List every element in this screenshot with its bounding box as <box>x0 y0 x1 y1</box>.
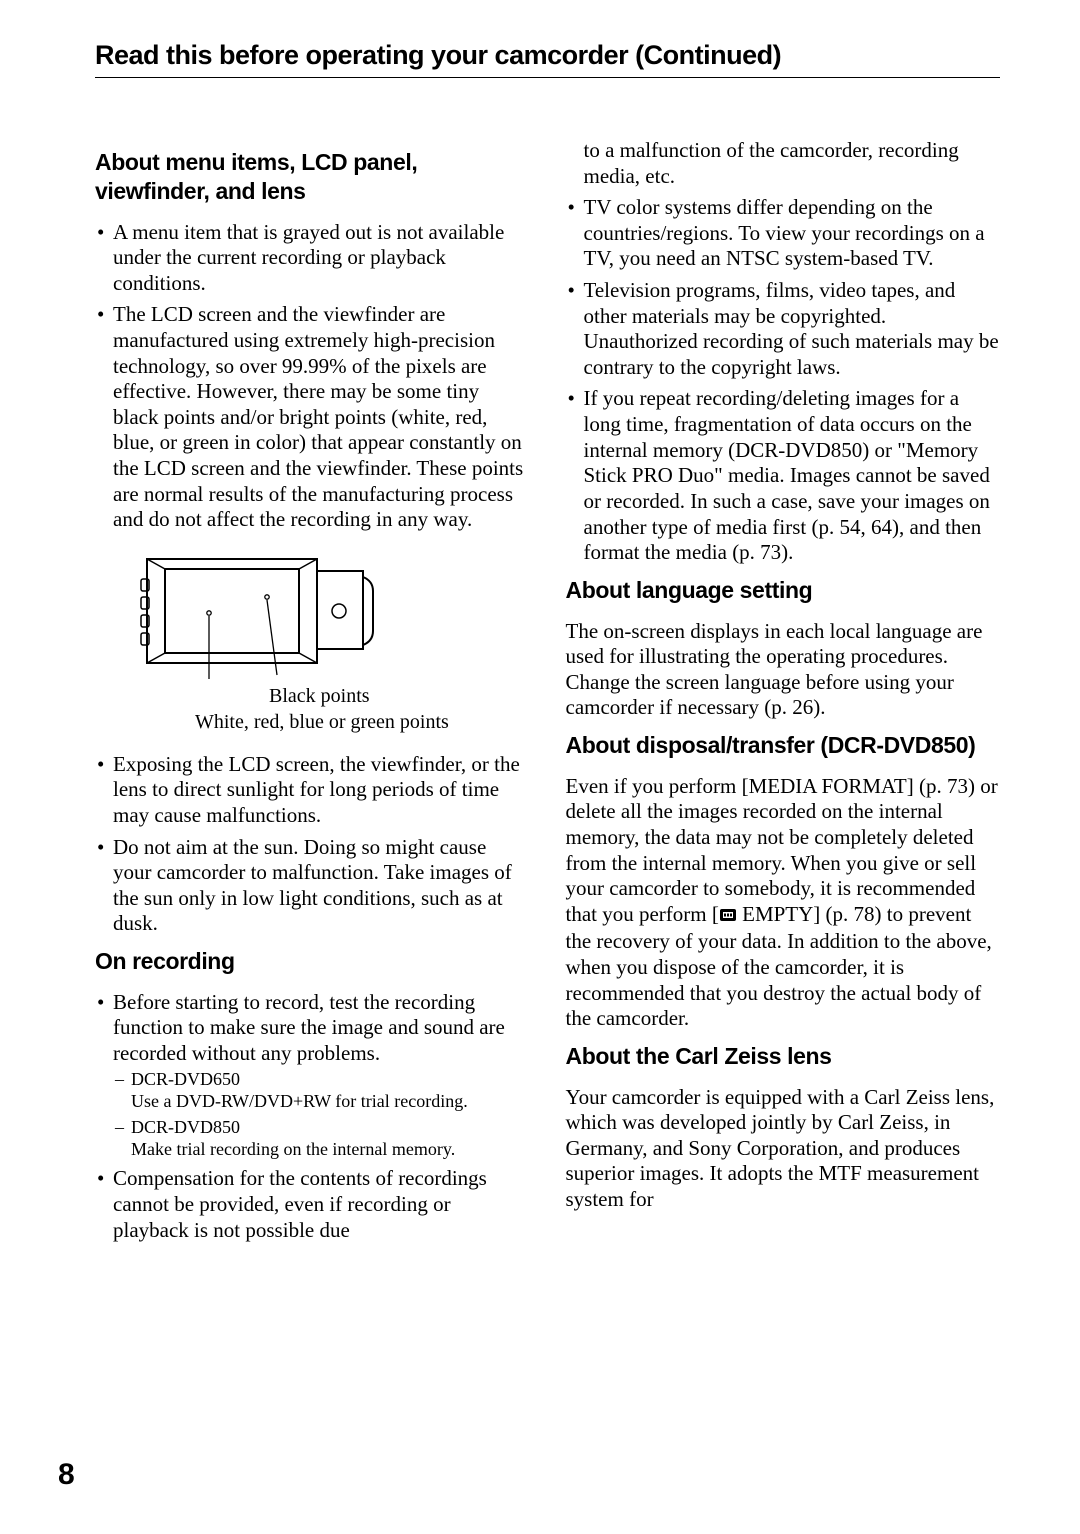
figure-label-color-points: White, red, blue or green points <box>195 710 530 734</box>
list-item: If you repeat recording/deleting images … <box>566 386 1001 565</box>
list-item: A menu item that is grayed out is not av… <box>95 220 530 297</box>
title-rule <box>95 77 1000 78</box>
sub-body: Make trial recording on the internal mem… <box>131 1139 455 1159</box>
sub-list-item: DCR-DVD650 Use a DVD-RW/DVD+RW for trial… <box>115 1069 530 1113</box>
heading-carl-zeiss: About the Carl Zeiss lens <box>566 1042 1001 1071</box>
sub-head: DCR-DVD650 <box>131 1069 240 1089</box>
recording-bullet-list: Before starting to record, test the reco… <box>95 990 530 1243</box>
sub-list-item: DCR-DVD850 Make trial recording on the i… <box>115 1117 530 1161</box>
list-item: Exposing the LCD screen, the viewfinder,… <box>95 752 530 829</box>
sub-body: Use a DVD-RW/DVD+RW for trial recording. <box>131 1091 468 1111</box>
list-item: TV color systems differ depending on the… <box>566 195 1001 272</box>
language-body: The on-screen displays in each local lan… <box>566 619 1001 721</box>
list-item-text: Before starting to record, test the reco… <box>113 990 505 1065</box>
list-item: Compensation for the contents of recordi… <box>95 1166 530 1243</box>
menu-bullet-list-2: Exposing the LCD screen, the viewfinder,… <box>95 752 530 937</box>
figure-label-black-points: Black points <box>269 685 530 708</box>
lens-body: Your camcorder is equipped with a Carl Z… <box>566 1085 1001 1213</box>
list-item: Do not aim at the sun. Doing so might ca… <box>95 835 530 937</box>
page-number: 8 <box>58 1458 75 1492</box>
left-column: About menu items, LCD panel, viewfinder,… <box>95 138 530 1249</box>
sub-list: DCR-DVD650 Use a DVD-RW/DVD+RW for trial… <box>113 1069 530 1161</box>
lcd-points-figure: Black points White, red, blue or green p… <box>139 551 530 734</box>
heading-on-recording: On recording <box>95 947 530 976</box>
list-item: The LCD screen and the viewfinder are ma… <box>95 302 530 532</box>
heading-language-setting: About language setting <box>566 576 1001 605</box>
content-columns: About menu items, LCD panel, viewfinder,… <box>95 138 1000 1249</box>
list-item: Before starting to record, test the reco… <box>95 990 530 1161</box>
menu-bullet-list: A menu item that is grayed out is not av… <box>95 220 530 533</box>
heading-menu-items: About menu items, LCD panel, viewfinder,… <box>95 148 530 206</box>
disposal-body: Even if you perform [MEDIA FORMAT] (p. 7… <box>566 774 1001 1032</box>
right-bullet-list: TV color systems differ depending on the… <box>566 195 1001 566</box>
right-column: to a malfunction of the camcorder, recor… <box>566 138 1001 1249</box>
list-item: Television programs, films, video tapes,… <box>566 278 1001 380</box>
camcorder-lcd-illustration <box>139 551 379 681</box>
sub-head: DCR-DVD850 <box>131 1117 240 1137</box>
page-title: Read this before operating your camcorde… <box>95 40 1000 71</box>
continuation-text: to a malfunction of the camcorder, recor… <box>566 138 1001 189</box>
heading-disposal-transfer: About disposal/transfer (DCR-DVD850) <box>566 731 1001 760</box>
memory-icon <box>719 904 737 930</box>
